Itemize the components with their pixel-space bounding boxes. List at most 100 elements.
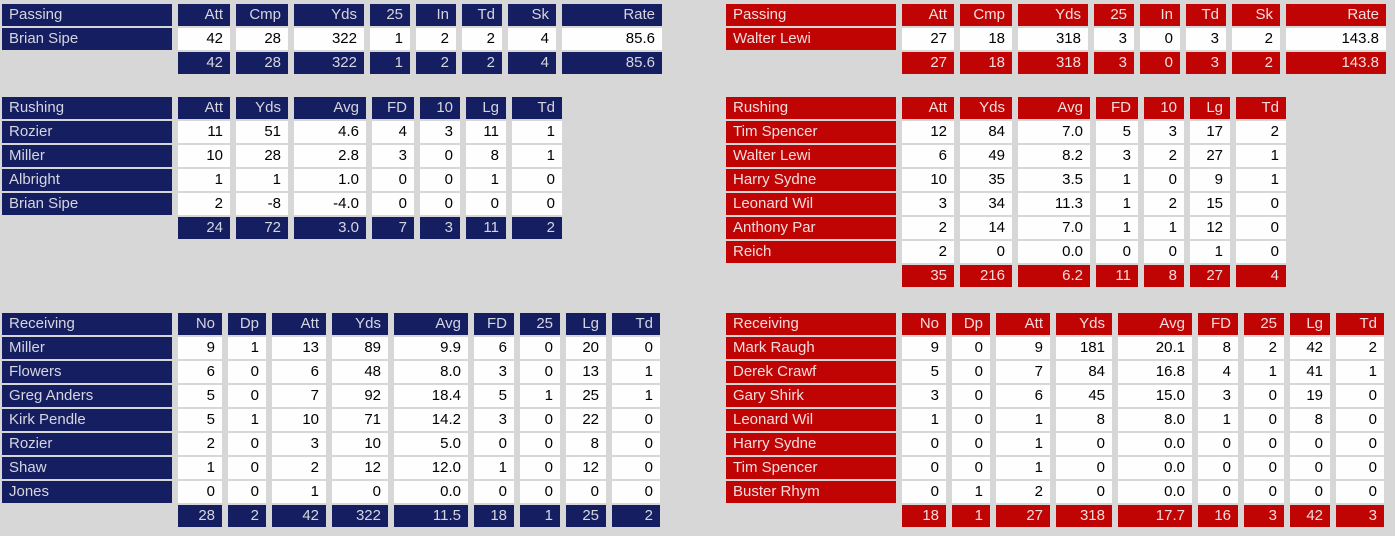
player-name: Mark Raugh: [726, 337, 896, 359]
column-header: Yds: [960, 97, 1012, 119]
totals-spacer: [726, 265, 896, 287]
player-name: Greg Anders: [2, 385, 172, 407]
total-value: 17.7: [1118, 505, 1192, 527]
player-name: Harry Sydne: [726, 169, 896, 191]
stat-value: 0: [612, 409, 660, 431]
player-name: Derek Crawf: [726, 361, 896, 383]
column-header: Lg: [1290, 313, 1330, 335]
total-value: 11: [1096, 265, 1138, 287]
stat-value: 22: [566, 409, 606, 431]
stat-value: 0: [332, 481, 388, 503]
stat-value: 8: [1056, 409, 1112, 431]
total-value: 3: [1336, 505, 1384, 527]
stat-value: 0: [1056, 457, 1112, 479]
stat-value: 45: [1056, 385, 1112, 407]
stat-value: 7.0: [1018, 121, 1090, 143]
player-name: Shaw: [2, 457, 172, 479]
stat-value: 0: [1236, 241, 1286, 263]
stat-value: 1: [1236, 169, 1286, 191]
column-header: Rate: [1286, 4, 1386, 26]
stat-value: 1: [512, 121, 562, 143]
stat-value: 0: [1236, 193, 1286, 215]
stat-value: 0: [952, 433, 990, 455]
total-value: 318: [1056, 505, 1112, 527]
column-header: Att: [902, 97, 954, 119]
total-value: 18: [474, 505, 514, 527]
stat-value: 5: [474, 385, 514, 407]
stat-value: 1: [612, 385, 660, 407]
player-name: Miller: [2, 337, 172, 359]
stat-value: 0: [1244, 433, 1284, 455]
stat-value: 35: [960, 169, 1012, 191]
total-value: 0: [1140, 52, 1180, 74]
total-value: 25: [566, 505, 606, 527]
total-value: 42: [178, 52, 230, 74]
stat-value: 0.0: [1118, 481, 1192, 503]
total-value: 143.8: [1286, 52, 1386, 74]
total-value: 28: [178, 505, 222, 527]
total-value: 8: [1144, 265, 1184, 287]
total-value: 72: [236, 217, 288, 239]
table-title: Rushing: [2, 97, 172, 119]
stat-value: 1.0: [294, 169, 366, 191]
stat-value: 0: [902, 481, 946, 503]
total-value: 42: [1290, 505, 1330, 527]
stat-value: 5: [178, 409, 222, 431]
stat-value: 3: [474, 409, 514, 431]
stat-value: 0: [520, 361, 560, 383]
stat-value: 0: [1144, 241, 1184, 263]
column-header: In: [1140, 4, 1180, 26]
stat-value: 2: [272, 457, 326, 479]
stat-value: 1: [272, 481, 326, 503]
column-header: Att: [902, 4, 954, 26]
stat-value: 1: [952, 481, 990, 503]
stat-value: 85.6: [562, 28, 662, 50]
player-name: Rozier: [2, 433, 172, 455]
stat-value: 18.4: [394, 385, 468, 407]
stat-value: 9: [178, 337, 222, 359]
stat-value: 2.8: [294, 145, 366, 167]
stat-value: 0: [1244, 409, 1284, 431]
column-header: No: [902, 313, 946, 335]
totals-spacer: [2, 217, 172, 239]
stat-value: 19: [1290, 385, 1330, 407]
stat-value: 3: [1094, 28, 1134, 50]
stat-value: 2: [1336, 337, 1384, 359]
column-header: No: [178, 313, 222, 335]
stat-value: 6: [996, 385, 1050, 407]
total-value: 1: [520, 505, 560, 527]
stat-value: 2: [1244, 337, 1284, 359]
stat-value: -4.0: [294, 193, 366, 215]
column-header: Avg: [294, 97, 366, 119]
stat-value: 6: [178, 361, 222, 383]
total-value: 18: [960, 52, 1012, 74]
stat-value: 0: [1244, 457, 1284, 479]
stat-value: 1: [228, 337, 266, 359]
player-name: Albright: [2, 169, 172, 191]
totals-spacer: [726, 52, 896, 74]
column-header: Yds: [1056, 313, 1112, 335]
stat-value: 0: [1290, 457, 1330, 479]
stat-value: 0: [612, 457, 660, 479]
stat-value: 0: [1198, 433, 1238, 455]
team-b-receiving-table: Receiving No Dp Att Yds Avg FD 25 Lg Td Mark Raugh…: [726, 313, 1384, 527]
total-value: 16: [1198, 505, 1238, 527]
column-header: Lg: [566, 313, 606, 335]
stat-value: 3: [372, 145, 414, 167]
column-header: In: [416, 4, 456, 26]
stat-value: 0: [1336, 433, 1384, 455]
stat-value: 0: [1244, 385, 1284, 407]
stat-value: 0: [228, 385, 266, 407]
stat-value: 11: [466, 121, 506, 143]
stat-value: 12: [332, 457, 388, 479]
stat-value: 6: [272, 361, 326, 383]
stat-value: 0: [902, 433, 946, 455]
stat-value: 143.8: [1286, 28, 1386, 50]
stat-value: 0.0: [1118, 433, 1192, 455]
stat-value: 84: [960, 121, 1012, 143]
total-value: 2: [512, 217, 562, 239]
stat-value: 20: [566, 337, 606, 359]
stat-value: 14: [960, 217, 1012, 239]
player-name: Rozier: [2, 121, 172, 143]
player-name: Brian Sipe: [2, 28, 172, 50]
